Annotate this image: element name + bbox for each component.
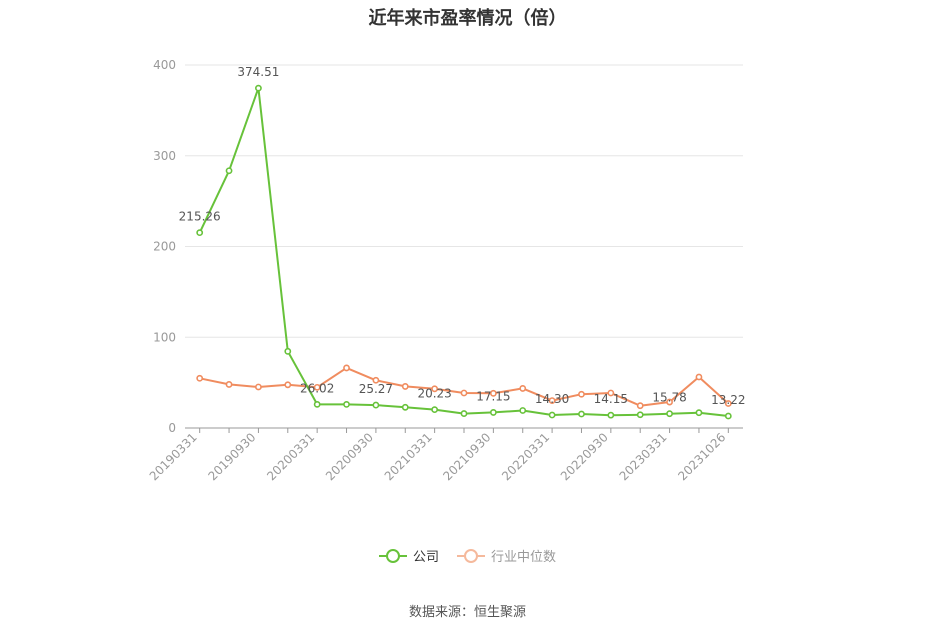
company-data-label: 15.78 [652, 391, 686, 405]
x-tick-label: 20230331 [617, 430, 670, 483]
company-data-point [578, 410, 585, 418]
company-data-label: 25.27 [359, 382, 393, 396]
industry-data-point [401, 383, 409, 390]
company-data-point [636, 411, 644, 419]
industry-data-point [255, 383, 262, 391]
company-data-point [519, 407, 527, 414]
industry-data-point [519, 385, 527, 392]
company-data-point [401, 403, 409, 411]
company-data-point [489, 409, 497, 416]
x-tick-label: 20190930 [205, 430, 258, 483]
industry-data-point [548, 397, 556, 404]
industry-data-point [578, 390, 585, 398]
x-tick-label: 20210331 [382, 430, 435, 483]
company-series-line [198, 87, 729, 417]
company-data-point [313, 400, 321, 408]
industry-data-point [196, 374, 204, 382]
company-data-point [255, 84, 262, 92]
company-data-point [372, 401, 380, 409]
legend-industry-marker-icon [457, 548, 485, 563]
company-data-point [460, 410, 468, 417]
industry-series-line [199, 366, 729, 407]
y-tick-label: 0 [168, 421, 176, 435]
company-data-point [724, 412, 732, 420]
data-source: 数据来源：恒生聚源 [408, 605, 526, 620]
legend: 公司 行业中位数 [0, 546, 935, 565]
y-tick-label: 200 [153, 240, 176, 254]
y-tick-label: 400 [153, 58, 176, 72]
industry-data-point [489, 389, 497, 397]
industry-data-point [225, 381, 233, 388]
industry-data-point [636, 402, 644, 410]
company-data-point [343, 401, 350, 408]
company-data-label: 14.15 [594, 392, 628, 406]
company-data-label: 13.22 [711, 393, 745, 407]
company-data-point [284, 347, 292, 355]
industry-data-point [313, 383, 321, 391]
company-data-label: 26.02 [300, 381, 334, 395]
company-data-point [548, 411, 556, 419]
company-data-label: 14.30 [535, 392, 569, 406]
legend-company-marker-icon [378, 548, 407, 563]
industry-data-point [695, 373, 703, 381]
company-data-point [666, 410, 673, 418]
legend-item-industry[interactable]: 行业中位数 [457, 546, 556, 565]
chart-title: 近年来市盈率情况（倍） [368, 8, 567, 29]
x-tick-label: 20200331 [264, 430, 317, 483]
company-data-point [225, 167, 233, 175]
company-data-point [607, 411, 615, 419]
x-tick-label: 20220930 [558, 430, 611, 483]
legend-company-label: 公司 [412, 550, 439, 565]
x-tick-label: 20190331 [147, 430, 200, 483]
industry-data-point [372, 376, 380, 384]
industry-data-point [431, 385, 439, 393]
company-data-point [431, 406, 439, 414]
company-data-label: 20.23 [417, 387, 451, 401]
industry-data-point [284, 381, 292, 389]
company-data-label: 215.26 [179, 210, 221, 224]
company-data-point [695, 409, 703, 417]
legend-industry-label: 行业中位数 [491, 550, 557, 565]
legend-item-company[interactable]: 公司 [378, 546, 439, 565]
industry-data-point [460, 389, 468, 397]
company-data-label: 374.51 [237, 65, 279, 79]
y-tick-label: 100 [153, 330, 176, 344]
company-data-label: 17.15 [476, 389, 510, 403]
industry-data-point [724, 400, 732, 407]
x-tick-label: 20220331 [499, 430, 552, 483]
company-data-point [196, 229, 204, 237]
industry-data-point [666, 398, 673, 406]
x-tick-label: 20231026 [675, 430, 728, 483]
y-tick-label: 300 [153, 149, 176, 163]
x-tick-label: 20200930 [323, 430, 376, 483]
industry-data-point [607, 389, 615, 397]
x-tick-label: 20210930 [440, 430, 493, 483]
industry-data-point [343, 364, 350, 372]
